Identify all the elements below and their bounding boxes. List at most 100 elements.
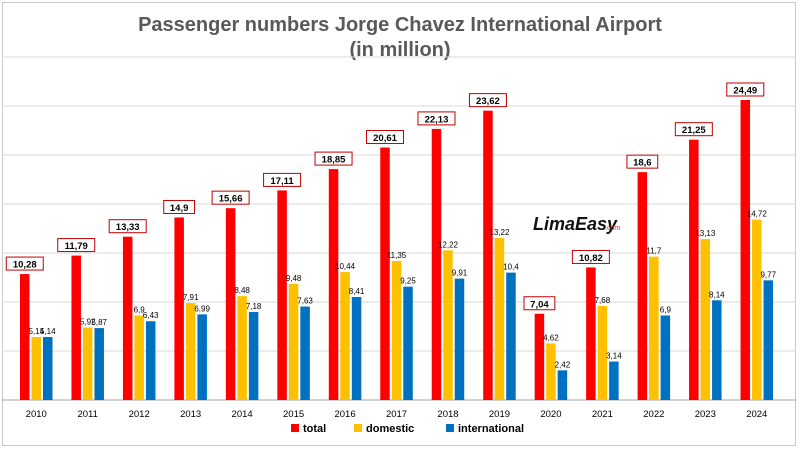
bar-total-2016 — [328, 169, 339, 400]
bar-domestic-2011 — [82, 327, 93, 400]
bar-international-2022 — [660, 315, 671, 400]
bar-total-2014 — [225, 208, 236, 400]
data-label-international-2010: 5,14 — [40, 327, 56, 336]
bar-total-2012 — [122, 236, 133, 400]
chart-frame — [2, 2, 796, 446]
bar-total-2018 — [431, 128, 442, 400]
logo-text: LimaEasy — [533, 214, 618, 234]
bar-total-2015 — [277, 190, 287, 400]
total-label-box — [366, 130, 405, 145]
data-label-international-2013: 6,99 — [194, 304, 210, 313]
total-label-box — [523, 296, 556, 311]
bar-domestic-2014 — [237, 296, 247, 400]
data-label-domestic-2023: 13,13 — [695, 229, 716, 238]
legend-label-total: total — [303, 423, 326, 435]
bar-domestic-2019 — [494, 238, 505, 400]
x-tick-2017: 2017 — [386, 409, 407, 420]
bar-international-2010 — [43, 337, 53, 400]
bar-total-2020 — [534, 313, 545, 400]
bar-domestic-2010 — [31, 337, 41, 400]
legend-label-domestic: domestic — [366, 423, 414, 435]
x-tick-2012: 2012 — [129, 409, 150, 420]
data-label-domestic-2012: 6,9 — [134, 305, 146, 314]
bar-domestic-2023 — [700, 239, 711, 400]
total-label-box — [726, 82, 765, 97]
bar-international-2015 — [300, 306, 310, 400]
bar-domestic-2016 — [340, 272, 350, 400]
data-label-total-2015: 17,11 — [270, 176, 294, 187]
total-label-box — [57, 238, 96, 253]
total-label-box — [5, 256, 44, 271]
data-label-total-2016: 18,85 — [322, 155, 346, 166]
bar-international-2021 — [609, 361, 619, 400]
legend: total domestic international — [291, 423, 524, 435]
total-label-box — [108, 219, 147, 234]
total-label-box — [211, 190, 250, 205]
data-label-domestic-2015: 9,48 — [286, 274, 302, 283]
bar-domestic-2020 — [546, 343, 556, 400]
x-tick-2015: 2015 — [283, 409, 304, 420]
data-label-total-2020: 7,04 — [530, 299, 549, 310]
data-label-total-2012: 13,33 — [116, 222, 140, 233]
total-label-box — [674, 122, 713, 137]
x-tick-2024: 2024 — [746, 409, 767, 420]
data-label-international-2019: 10,4 — [503, 263, 519, 272]
bar-domestic-2015 — [288, 283, 299, 400]
bar-international-2018 — [454, 278, 465, 400]
data-label-total-2014: 15,66 — [219, 194, 243, 205]
bar-international-2014 — [248, 312, 259, 400]
bar-total-2013 — [174, 217, 184, 400]
bar-total-2023 — [689, 139, 699, 400]
data-label-domestic-2024: 14,72 — [747, 210, 768, 219]
data-label-domestic-2019: 13,22 — [489, 228, 510, 237]
data-label-total-2023: 21,25 — [682, 125, 706, 136]
data-label-international-2011: 5,87 — [91, 318, 107, 327]
total-label-box — [417, 111, 456, 126]
data-label-total-2011: 11,79 — [65, 241, 88, 252]
data-label-domestic-2013: 7,91 — [183, 293, 199, 302]
total-label-box — [163, 199, 196, 214]
bar-domestic-2012 — [134, 315, 144, 400]
data-label-domestic-2020: 4,62 — [543, 333, 559, 342]
total-label-box — [314, 151, 353, 166]
x-tick-2019: 2019 — [489, 409, 510, 420]
total-label-box — [571, 249, 610, 264]
data-labels: 10,28 5,145,14 11,79 5,925,87 13,33 6,96,43 14… — [5, 82, 777, 369]
x-tick-2013: 2013 — [180, 409, 201, 420]
legend-swatch-domestic — [354, 424, 362, 432]
bar-domestic-2021 — [597, 305, 608, 400]
data-label-total-2013: 14,9 — [170, 203, 189, 214]
data-label-international-2017: 9,25 — [400, 277, 416, 286]
bar-total-2011 — [71, 255, 81, 400]
legend-swatch-total — [291, 424, 299, 432]
bar-total-2024 — [740, 99, 751, 400]
bar-total-2022 — [637, 172, 648, 400]
bar-international-2020 — [557, 370, 568, 400]
data-label-total-2010: 10,28 — [13, 260, 37, 271]
data-label-international-2023: 8,14 — [709, 290, 725, 299]
x-tick-2014: 2014 — [232, 409, 253, 420]
x-tick-2018: 2018 — [437, 409, 458, 420]
data-label-domestic-2010: 5,14 — [28, 327, 44, 336]
bar-international-2011 — [94, 328, 104, 400]
limaeasy-logo: LimaEasy .com — [533, 214, 620, 234]
x-tick-2016: 2016 — [334, 409, 355, 420]
data-label-domestic-2021: 7,68 — [595, 296, 611, 305]
bar-international-2016 — [351, 296, 362, 400]
data-label-international-2012: 6,43 — [143, 311, 159, 320]
data-label-domestic-2011: 5,92 — [80, 317, 96, 326]
bar-international-2024 — [763, 280, 774, 400]
x-tick-2010: 2010 — [26, 409, 47, 420]
bars — [20, 99, 774, 400]
x-tick-2023: 2023 — [695, 409, 716, 420]
bar-domestic-2013 — [185, 303, 196, 400]
data-label-international-2024: 9,77 — [760, 270, 776, 279]
data-label-international-2021: 3,14 — [606, 352, 622, 361]
x-axis-ticks: 2010 2011 2012 2013 2014 2015 2016 2017 2018 2019… — [26, 409, 768, 420]
data-label-international-2014: 7,18 — [246, 302, 262, 311]
x-tick-2021: 2021 — [592, 409, 613, 420]
chart-title: Passenger numbers Jorge Chavez Internati… — [138, 14, 662, 36]
bar-total-2019 — [483, 110, 493, 400]
data-label-international-2018: 9,91 — [452, 269, 468, 278]
